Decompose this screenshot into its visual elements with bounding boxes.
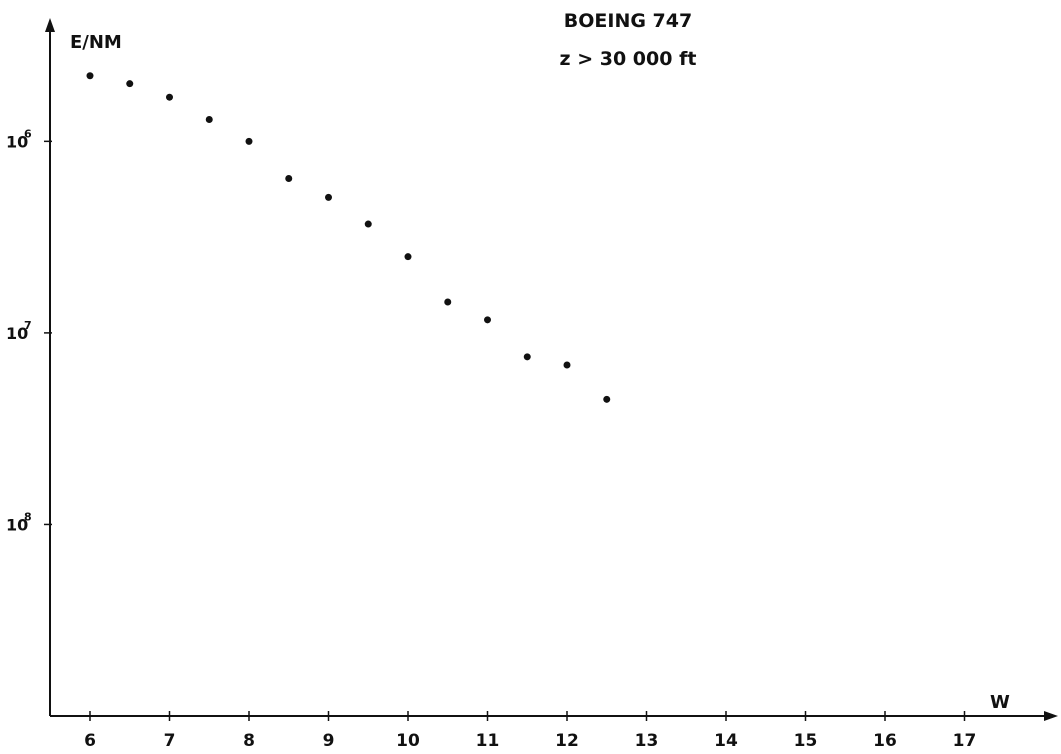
x-tick-label: 9 xyxy=(323,731,335,751)
data-point xyxy=(484,316,491,324)
data-point xyxy=(166,93,173,101)
y-axis-label: E/NM xyxy=(70,32,122,53)
x-tick-label: 13 xyxy=(635,731,659,751)
x-tick-label: 8 xyxy=(243,731,255,751)
y-axis-arrow xyxy=(45,18,55,32)
y-tick-label: 10 xyxy=(6,324,28,343)
x-tick-label: 17 xyxy=(953,731,977,751)
data-point xyxy=(245,137,253,145)
data-point xyxy=(325,193,332,201)
data-point xyxy=(126,80,134,88)
data-point xyxy=(404,253,412,261)
x-tick-label: 16 xyxy=(873,731,897,751)
data-point xyxy=(444,298,452,306)
y-tick-label: 10 xyxy=(6,515,28,534)
chart-title-line1: BOEING 747 xyxy=(564,10,692,32)
data-point xyxy=(364,220,372,228)
x-tick-label: 12 xyxy=(555,731,579,751)
axes xyxy=(45,18,1058,721)
y-tick-exponent: 7 xyxy=(24,319,32,332)
x-tick-label: 7 xyxy=(164,731,176,751)
data-point xyxy=(285,174,293,182)
x-tick-label: 15 xyxy=(794,731,818,751)
y-tick-exponent: 8 xyxy=(24,510,32,523)
data-point xyxy=(205,116,213,124)
x-tick-label: 14 xyxy=(714,731,738,751)
chart-title-line2: z > 30 000 ft xyxy=(560,48,697,70)
x-tick-label: 11 xyxy=(476,731,500,751)
data-point xyxy=(86,72,94,80)
data-point xyxy=(523,353,531,361)
x-axis-arrow xyxy=(1044,711,1058,721)
y-tick-exponent: 6 xyxy=(24,127,32,140)
x-tick-label: 6 xyxy=(84,731,96,751)
x-axis-label: W xyxy=(990,692,1010,713)
data-points xyxy=(86,72,611,403)
x-tick-label: 10 xyxy=(396,731,420,751)
y-tick-label: 10 xyxy=(6,132,28,151)
data-point xyxy=(563,361,571,369)
data-point xyxy=(603,395,611,403)
